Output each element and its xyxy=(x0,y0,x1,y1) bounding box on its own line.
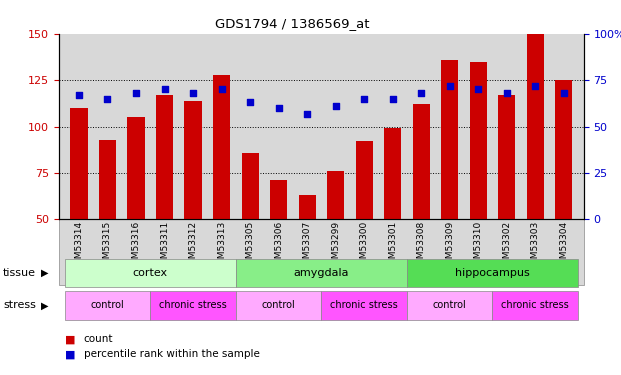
Text: percentile rank within the sample: percentile rank within the sample xyxy=(84,350,260,359)
Point xyxy=(359,96,369,102)
Bar xyxy=(270,180,287,219)
Point xyxy=(473,87,483,93)
Point xyxy=(274,105,284,111)
Bar xyxy=(70,108,88,219)
Point xyxy=(160,87,170,93)
Text: hippocampus: hippocampus xyxy=(455,268,530,278)
Text: control: control xyxy=(91,300,124,310)
Text: amygdala: amygdala xyxy=(294,268,349,278)
Point xyxy=(102,96,112,102)
Point xyxy=(445,83,455,89)
Bar xyxy=(242,153,258,219)
Bar xyxy=(184,100,202,219)
Bar xyxy=(527,34,544,219)
Text: ■: ■ xyxy=(65,350,76,359)
Point xyxy=(131,90,141,96)
Point xyxy=(245,99,255,105)
Point xyxy=(302,111,312,117)
Text: ▶: ▶ xyxy=(41,268,48,278)
Point xyxy=(74,92,84,98)
Bar xyxy=(384,128,401,219)
Text: control: control xyxy=(433,300,466,310)
Bar xyxy=(156,95,173,219)
Bar xyxy=(99,140,116,219)
Point xyxy=(188,90,198,96)
Bar xyxy=(498,95,515,219)
Text: chronic stress: chronic stress xyxy=(501,300,569,310)
Text: ■: ■ xyxy=(65,334,76,344)
Bar xyxy=(213,75,230,219)
Text: stress: stress xyxy=(3,300,36,310)
Point xyxy=(217,87,227,93)
Point xyxy=(330,103,340,109)
Bar xyxy=(441,60,458,219)
Bar xyxy=(127,117,145,219)
Bar xyxy=(412,104,430,219)
Point xyxy=(502,90,512,96)
Bar xyxy=(555,80,573,219)
Point xyxy=(530,83,540,89)
Text: GDS1794 / 1386569_at: GDS1794 / 1386569_at xyxy=(215,17,369,30)
Point xyxy=(559,90,569,96)
Text: ▶: ▶ xyxy=(41,300,48,310)
Text: chronic stress: chronic stress xyxy=(159,300,227,310)
Bar xyxy=(356,141,373,219)
Text: count: count xyxy=(84,334,114,344)
Point xyxy=(388,96,397,102)
Text: cortex: cortex xyxy=(133,268,168,278)
Text: tissue: tissue xyxy=(3,268,36,278)
Text: control: control xyxy=(261,300,296,310)
Bar xyxy=(299,195,315,219)
Bar xyxy=(327,171,344,219)
Text: chronic stress: chronic stress xyxy=(330,300,398,310)
Point xyxy=(416,90,426,96)
Bar xyxy=(469,62,487,219)
